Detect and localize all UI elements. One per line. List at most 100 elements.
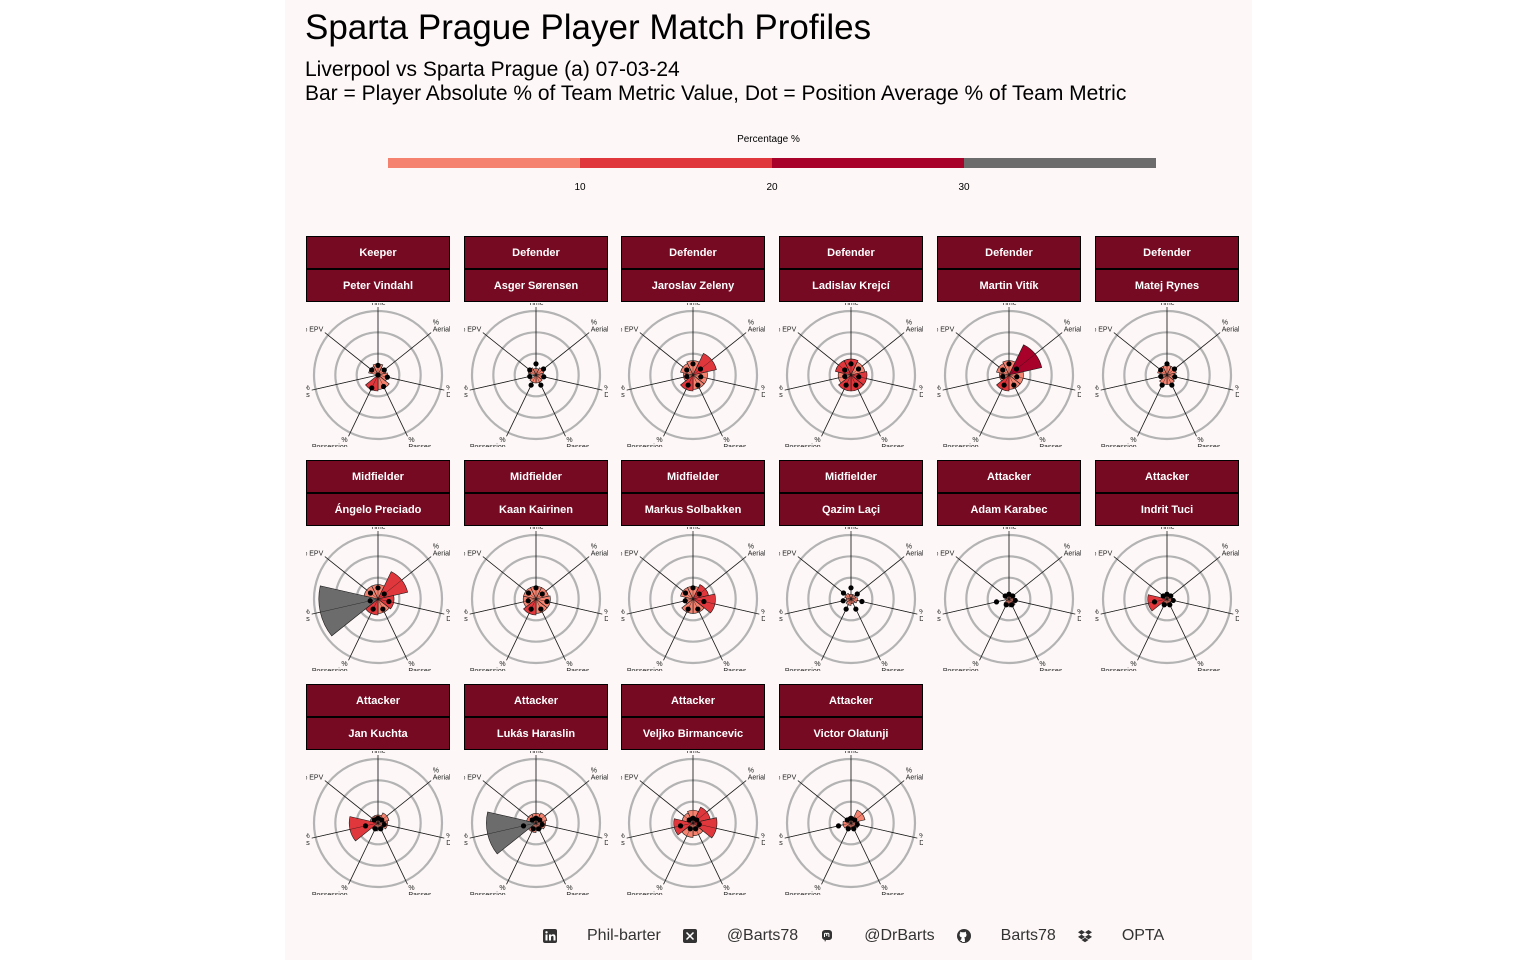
- axis-spoke-overlay: [800, 782, 852, 824]
- position-strip: Attacker: [306, 684, 450, 717]
- player-polar-chart: % OnBallTime %Aerials %Duels %Passes %Posses…: [306, 303, 450, 447]
- axis-spoke-overlay: [377, 374, 406, 433]
- credits-footer: Phil-barter @Barts78 @DrBarts Barts78 OP…: [543, 924, 1164, 948]
- axis-label: % EPV: [1095, 326, 1113, 333]
- axis-label: %Shots: [779, 609, 783, 623]
- axis-spoke-overlay: [535, 558, 587, 600]
- axis-spoke-overlay: [377, 822, 441, 838]
- player-name-strip: Peter Vindahl: [306, 269, 450, 302]
- position-average-dot: [844, 817, 850, 823]
- axis-label: %Shots: [464, 833, 468, 847]
- position-average-dot: [1003, 602, 1009, 608]
- position-average-dot: [1000, 367, 1006, 373]
- axis-label: %Aerials: [748, 319, 765, 333]
- axis-spoke-overlay: [1116, 334, 1168, 376]
- position-average-dot: [698, 374, 704, 380]
- position-average-dot: [1160, 593, 1166, 599]
- axis-label: %Aerials: [748, 767, 765, 781]
- axis-label: %Duels: [761, 385, 765, 399]
- axis-label: %Possession: [627, 437, 663, 447]
- axis-label: %Aerials: [433, 543, 450, 557]
- axis-label: %Possession: [943, 661, 979, 671]
- axis-label: % EPV: [306, 550, 324, 557]
- axis-label: %Aerials: [1064, 319, 1081, 333]
- axis-label: %Passes: [566, 437, 589, 447]
- axis-spoke-overlay: [692, 822, 756, 838]
- axis-label: %Duels: [761, 833, 765, 847]
- player-name-strip: Adam Karabec: [937, 493, 1081, 526]
- position-average-dot: [378, 826, 384, 832]
- axis-spoke-overlay: [958, 558, 1010, 600]
- position-average-dot: [379, 817, 385, 823]
- polar-chart-svg: % OnBallTime %Aerials %Duels %Passes %Posses…: [464, 303, 608, 447]
- axis-label: % EPV: [306, 774, 324, 781]
- axis-spoke-overlay: [946, 374, 1010, 390]
- position-average-dot: [695, 382, 701, 388]
- player-name-strip: Indrit Tuci: [1095, 493, 1239, 526]
- axis-label: %Duels: [919, 385, 923, 399]
- axis-label: % EPV: [779, 550, 797, 557]
- position-average-dot: [381, 821, 387, 828]
- polar-chart-svg: % OnBallTime %Aerials %Duels %Passes %Posses…: [779, 303, 923, 447]
- axis-spoke-overlay: [850, 822, 879, 881]
- player-polar-chart: % OnBallTime %Aerials %Duels %Passes %Posses…: [306, 751, 450, 895]
- axis-spoke-overlay: [1116, 558, 1168, 600]
- position-average-dot: [533, 585, 539, 591]
- position-average-dot: [1014, 374, 1020, 380]
- position-average-dot: [1169, 382, 1175, 388]
- position-average-dot: [1013, 366, 1020, 372]
- axis-label: %Possession: [627, 885, 663, 895]
- axis-spoke-overlay: [1166, 374, 1230, 390]
- position-strip: Attacker: [621, 684, 765, 717]
- axis-label: %Possession: [312, 437, 348, 447]
- axis-label: % OnBallTime: [527, 303, 545, 307]
- axis-label: %Passes: [1197, 661, 1220, 671]
- position-average-dot: [528, 606, 534, 612]
- polar-chart-svg: % OnBallTime %Aerials %Duels %Passes %Posses…: [937, 527, 1081, 671]
- position-strip: Defender: [937, 236, 1081, 269]
- axis-label: %Duels: [446, 833, 450, 847]
- legend-tick-label: 10: [574, 182, 586, 193]
- axis-label: % EPV: [779, 774, 797, 781]
- axis-label: % OnBallTime: [369, 303, 387, 307]
- position-average-dot: [686, 817, 692, 823]
- position-average-dot: [527, 367, 533, 373]
- axis-label: %Aerials: [906, 319, 923, 333]
- axis-spoke-overlay: [850, 782, 902, 824]
- axis-label: %Shots: [621, 385, 625, 399]
- axis-spoke-overlay: [788, 598, 852, 614]
- axis-spoke-overlay: [692, 782, 744, 824]
- chart-canvas: Sparta Prague Player Match Profiles Live…: [285, 0, 1252, 960]
- github-handle: Barts78: [1000, 927, 1056, 944]
- position-strip: Attacker: [779, 684, 923, 717]
- position-average-dot: [538, 382, 544, 388]
- axis-spoke-overlay: [630, 598, 694, 614]
- position-average-dot: [694, 817, 700, 823]
- axis-label: %Shots: [1095, 609, 1099, 623]
- axis-label: %Passes: [408, 885, 431, 895]
- position-average-dot: [371, 817, 377, 823]
- position-average-dot: [537, 817, 543, 823]
- axis-label: %Duels: [919, 609, 923, 623]
- position-average-dot: [852, 817, 858, 823]
- position-average-dot: [370, 606, 376, 612]
- position-average-dot: [851, 826, 857, 832]
- position-average-dot: [856, 374, 862, 380]
- position-strip: Defender: [464, 236, 608, 269]
- position-average-dot: [375, 372, 381, 378]
- position-average-dot: [1158, 367, 1164, 373]
- axis-label: %Possession: [627, 661, 663, 671]
- axis-spoke-overlay: [850, 558, 902, 600]
- axis-spoke-overlay: [1166, 598, 1195, 657]
- axis-label: %Possession: [785, 661, 821, 671]
- position-average-dot: [843, 382, 849, 388]
- player-polar-chart: % OnBallTime %Aerials %Duels %Passes %Posses…: [1095, 527, 1239, 671]
- position-average-dot: [369, 385, 375, 391]
- player-name-strip: Kaan Kairinen: [464, 493, 608, 526]
- axis-label: % EPV: [621, 774, 639, 781]
- position-average-dot: [527, 373, 533, 380]
